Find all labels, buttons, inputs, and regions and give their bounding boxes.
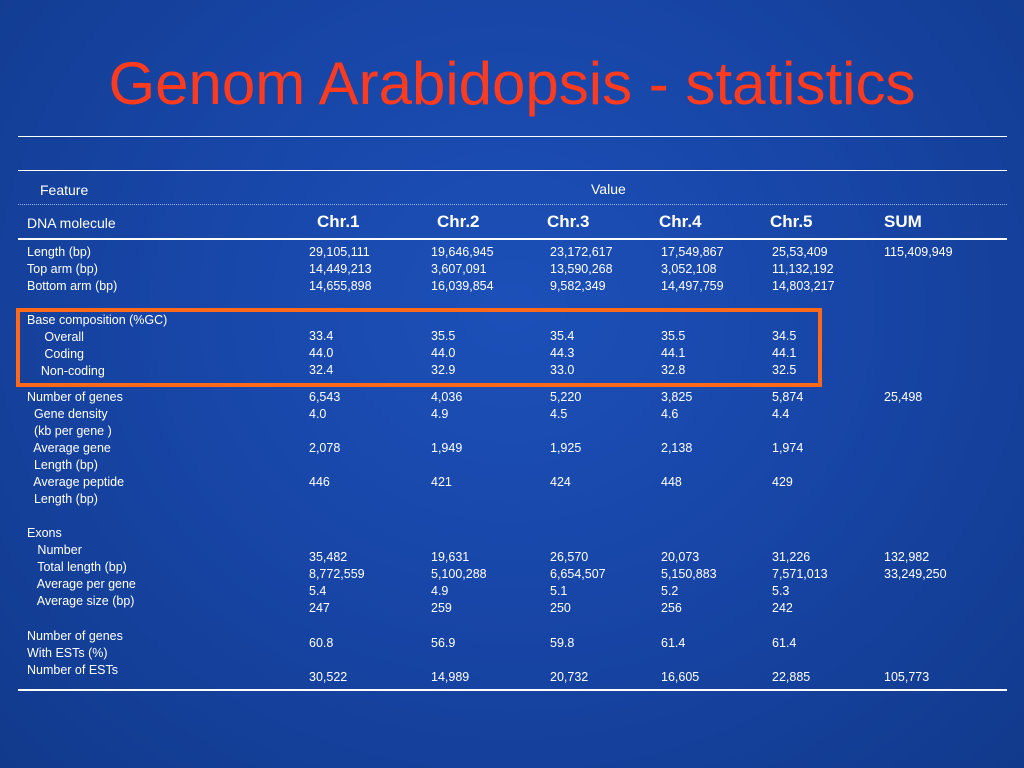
- row-label-number-of-genes: Number of genes: [27, 390, 123, 404]
- row-label-gene-density: Gene density: [27, 407, 108, 421]
- cell-gc-chr1: 33.4 44.0 32.4: [309, 329, 334, 377]
- row-label-kb-per-gene: (kb per gene ): [27, 424, 112, 438]
- column-header-chr3: Chr.3: [547, 212, 590, 231]
- base-composition-highlight-box: [16, 308, 822, 387]
- title-divider: [18, 136, 1007, 137]
- cell-length-chr3: 23,172,617 13,590,268 9,582,349: [550, 245, 613, 293]
- row-label-base-composition: Base composition (%GC): [27, 313, 168, 327]
- cell-gc-chr5: 34.5 44.1 32.5: [772, 329, 797, 377]
- cell-gc-chr2: 35.5 44.0 32.9: [431, 329, 456, 377]
- cell-genes-chr2: 4,036 4.9 1,949 421: [431, 390, 463, 489]
- cell-length-chr4: 17,549,867 3,052,108 14,497,759: [661, 245, 724, 293]
- header-value: Value: [591, 181, 626, 197]
- cell-ests-chr2: 56.9 14,989: [431, 636, 470, 684]
- header-divider: [18, 204, 1007, 205]
- cell-ests-chr1: 60.8 30,522: [309, 636, 348, 684]
- cell-exons-chr1: 35,482 8,772,559 5.4 247: [309, 550, 365, 615]
- cell-length-chr5: 25,53,409 11,132,192 14,803,217: [772, 245, 835, 293]
- row-label-genes-with-ests: Number of genes: [27, 629, 123, 643]
- row-label-number-of-ests: Number of ESTs: [27, 663, 119, 677]
- row-label-exon-average-per-gene: Average per gene: [27, 577, 136, 591]
- cell-exons-chr2: 19,631 5,100,288 4.9 259: [431, 550, 487, 615]
- row-label-average-gene: Average gene: [27, 441, 111, 455]
- column-header-chr4: Chr.4: [659, 212, 702, 231]
- cell-genes-chr4: 3,825 4.6 2,138 448: [661, 390, 693, 489]
- cell-exons-chr4: 20,073 5,150,883 5.2 256: [661, 550, 717, 615]
- slide-title: Genom Arabidopsis - statistics: [108, 50, 916, 117]
- cell-genes-chr5: 5,874 4.4 1,974 429: [772, 390, 804, 489]
- row-label-average-peptide: Average peptide: [27, 475, 125, 489]
- row-label-exon-number: Number: [27, 543, 82, 557]
- row-label-exon-total-length: Total length (bp): [27, 560, 127, 574]
- cell-genes-sum: 25,498: [884, 390, 923, 404]
- column-header-divider: [18, 238, 1007, 240]
- row-label-bottom-arm: Bottom arm (bp): [27, 279, 118, 293]
- column-header-chr5: Chr.5: [770, 212, 813, 231]
- column-header-chr2: Chr.2: [437, 212, 480, 231]
- row-label-peptide-length: Length (bp): [27, 492, 98, 506]
- cell-ests-chr3: 59.8 20,732: [550, 636, 589, 684]
- row-label-non-coding: Non-coding: [27, 364, 105, 378]
- dna-molecule-label: DNA molecule: [27, 215, 116, 231]
- cell-genes-chr1: 6,543 4.0 2,078 446: [309, 390, 341, 489]
- column-header-chr1: Chr.1: [317, 212, 360, 231]
- row-label-top-arm: Top arm (bp): [27, 262, 98, 276]
- cell-genes-chr3: 5,220 4.5 1,925 424: [550, 390, 582, 489]
- cell-gc-chr4: 35.5 44.1 32.8: [661, 329, 686, 377]
- cell-gc-chr3: 35.4 44.3 33.0: [550, 329, 575, 377]
- cell-length-sum: 115,409,949: [884, 245, 953, 259]
- row-label-length: Length (bp): [27, 245, 91, 259]
- row-label-coding: Coding: [27, 347, 84, 361]
- table-bottom-border: [18, 689, 1007, 691]
- row-label-gene-length: Length (bp): [27, 458, 98, 472]
- cell-exons-chr5: 31,226 7,571,013 5.3 242: [772, 550, 828, 615]
- cell-ests-chr5: 61.4 22,885: [772, 636, 811, 684]
- cell-ests-chr4: 61.4 16,605: [661, 636, 700, 684]
- cell-exons-chr3: 26,570 6,654,507 5.1 250: [550, 550, 606, 615]
- row-label-exon-average-size: Average size (bp): [27, 594, 135, 608]
- row-label-exons: Exons: [27, 526, 62, 540]
- table-top-border: [18, 170, 1007, 171]
- column-header-sum: SUM: [884, 212, 922, 231]
- row-label-overall: Overall: [27, 330, 84, 344]
- cell-exons-sum: 132,982 33,249,250: [884, 550, 947, 581]
- row-label-ests-percent: With ESTs (%): [27, 646, 108, 660]
- cell-ests-sum: 105,773: [884, 670, 930, 684]
- cell-length-chr2: 19,646,945 3,607,091 16,039,854: [431, 245, 494, 293]
- cell-length-chr1: 29,105,111 14,449,213 14,655,898: [309, 245, 372, 293]
- header-feature: Feature: [40, 182, 89, 198]
